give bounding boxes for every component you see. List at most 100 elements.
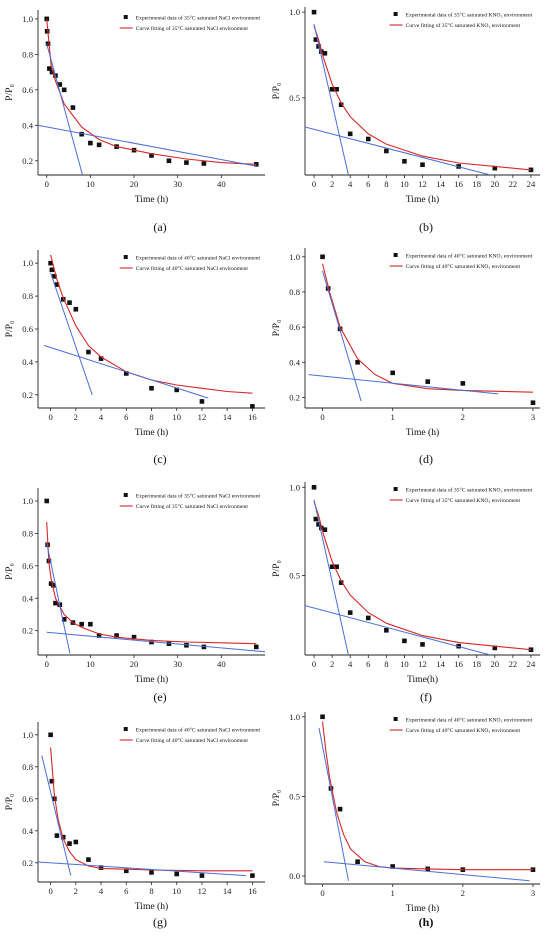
data-point [311,484,317,490]
y-tick-label: 0.6 [22,324,33,334]
y-tick-label: 0.5 [289,93,300,103]
legend-marker-points [123,493,128,497]
x-tick-label: 0 [45,179,49,189]
legend-entry-fitting: Curve fitting of 35°C saturated KNO₃ env… [406,497,521,504]
legend-entry-experimental: Experimental data of 40°C saturated KNO₃… [406,717,533,724]
data-point [48,260,53,266]
y-tick-label: 0.2 [22,858,33,868]
data-point [492,165,498,171]
data-point [166,158,172,164]
y-tick-label: 0.8 [22,49,33,59]
x-tick-label: 3 [531,888,535,898]
tangent-line [38,124,257,167]
data-point [44,498,50,504]
x-tick-label: 16 [454,179,463,189]
tangent-line [46,542,71,654]
y-axis-label: P/P₀ [271,790,282,807]
panel-label: (a) [153,220,166,234]
data-point [174,387,180,393]
data-point [460,381,466,386]
y-tick-label: 0.2 [22,390,33,400]
tangent-line [313,499,349,655]
x-tick-label: 0 [320,412,324,422]
chart-panel-5: 0 10 20 30 40 0.2 0.4 0.6 0.8 1.0 Time (h) P/P₀ Expe… [4,488,265,704]
data-point [316,522,321,527]
y-tick-label: 1.0 [22,14,33,24]
data-point [384,627,389,633]
data-point [365,136,371,142]
data-point [96,633,102,638]
x-tick-label: 16 [454,659,463,669]
x-tick-label: 30 [173,179,182,189]
data-point [73,839,79,845]
x-tick-label: 20 [130,179,139,189]
panel-label: (f) [420,690,432,704]
data-point [420,162,425,168]
tangent-line [322,270,362,402]
y-tick-label: 0.6 [289,322,300,332]
data-point [384,148,389,154]
y-axis-label: P/P₀ [271,560,282,577]
data-point [49,778,55,784]
data-point [98,356,104,361]
y-tick-label: 0.8 [22,528,33,538]
x-tick-label: 8 [149,886,153,896]
y-tick-label: 0.5 [289,571,300,581]
y-tick-label: 0.4 [22,357,33,367]
legend-entry-experimental: Experimental data of 40°C saturated NaCl… [136,255,261,262]
data-point [50,582,56,588]
chart-panel-3: 0 2 4 6 8 10 12 14 16 0.2 0.4 0.6 0.8 1.0 Time (h) P/P₀… [4,250,265,466]
data-point [123,371,129,376]
x-tick-label: 20 [491,659,500,669]
y-tick-label: 0.5 [289,791,300,801]
data-point [79,131,84,137]
y-tick-label: 1.0 [289,7,300,17]
data-point [149,870,154,875]
x-tick-label: 10 [172,412,181,422]
legend: Experimental data of 40°C saturated KNO₃… [389,253,533,270]
x-tick-label: 0 [312,659,316,669]
chart-panel-8: 0 1 2 3 0.0 0.5 1.0 Time (h) P/P₀ Experimental da… [271,712,540,929]
data-point [329,564,335,570]
y-axis-label: P/P₀ [271,83,282,100]
data-point [199,399,205,404]
legend: Experimental data of 40°C saturated NaCl… [119,255,261,272]
legend: Experimental data of 40°C saturated NaCl… [119,727,260,744]
data-point [70,105,76,110]
y-axis-label: P/P₀ [4,794,15,811]
data-point [425,379,431,384]
x-tick-label: 10 [86,659,95,669]
x-tick-label: 2 [330,179,334,189]
data-point [338,580,344,585]
data-point [390,864,395,869]
data-point [365,615,371,621]
legend: Experimental data of 40°C saturated KNO₃… [389,717,533,734]
x-tick-label: 8 [384,659,388,669]
x-tick-label: 2 [74,412,78,422]
x-tick-label: 40 [217,179,226,189]
x-axis-label: Time (h) [135,427,169,438]
x-axis-label: Time(h) [407,674,438,685]
data-point [253,644,259,650]
y-tick-label: 0.4 [22,120,33,130]
panel-label: (e) [153,690,166,704]
fit-curve [321,263,534,393]
data-point [57,82,63,87]
tangent-line [318,727,349,881]
data-point [49,69,55,75]
tangent-line [46,43,83,175]
x-tick-label: 4 [348,659,353,669]
data-point [67,300,72,305]
data-point [334,564,339,570]
x-tick-label: 24 [527,179,536,189]
y-tick-label: 1.0 [22,730,33,740]
legend-entry-experimental: Experimental data of 40°C saturated KNO₃… [406,253,533,260]
data-point [199,873,205,878]
chart-panel-4: 0 1 2 3 0.2 0.4 0.6 0.8 1.0 Time (h) P/P₀ Experimen… [271,248,540,466]
y-tick-label: 0.4 [22,826,33,836]
x-tick-label: 10 [172,886,181,896]
chart-panel-1: 0 10 20 30 40 0.2 0.4 0.6 0.8 1.0 Time (h) P/P₀ Expe… [4,10,265,234]
data-point [52,274,57,279]
fit-curve [313,501,532,651]
data-point [49,267,55,273]
